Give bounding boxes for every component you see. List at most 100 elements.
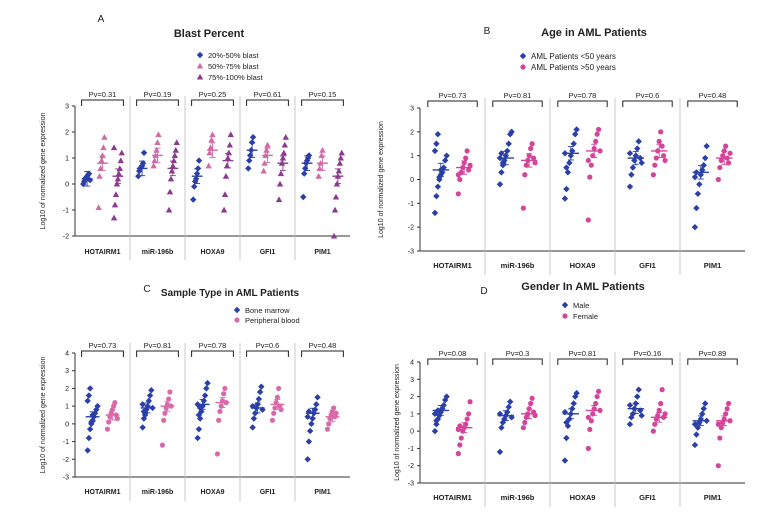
data-point: [585, 217, 591, 223]
data-point: [263, 147, 270, 153]
data-point: [569, 147, 576, 155]
data-point: [443, 393, 450, 400]
data-point: [246, 157, 253, 164]
data-point: [220, 206, 228, 213]
legend-entry: 20%-50% blast: [208, 51, 259, 60]
y-tick-label: -2: [63, 457, 69, 464]
pvalue-label: Pv=0.78: [199, 341, 227, 350]
y-tick-label: -3: [408, 481, 414, 488]
data-point: [104, 426, 111, 432]
category-label: HOXA9: [570, 493, 596, 502]
category-label: PIM1: [314, 489, 330, 496]
data-point: [691, 421, 699, 428]
legend-entry: AML Patients >50 years: [531, 63, 616, 72]
data-point: [700, 405, 707, 412]
data-point: [699, 410, 706, 418]
data-point: [628, 171, 635, 178]
panel-letter: C: [143, 284, 150, 295]
data-point: [304, 456, 311, 463]
legend-entry: AML Patients <50 years: [531, 52, 616, 61]
data-point: [585, 157, 591, 164]
panel-letter: D: [480, 286, 487, 297]
data-point: [691, 223, 699, 231]
data-point: [221, 191, 229, 197]
data-point: [114, 415, 120, 422]
category-label: HOTAIRM1: [433, 261, 472, 270]
data-point: [563, 185, 570, 193]
data-point: [214, 451, 221, 457]
y-tick-label: -3: [408, 249, 414, 256]
data-point: [195, 411, 203, 419]
data-point: [638, 412, 645, 419]
data-point: [110, 214, 118, 221]
data-point: [457, 442, 463, 448]
data-point: [652, 421, 658, 427]
data-point: [195, 157, 203, 164]
category-label: HOTAIRM1: [433, 493, 472, 502]
data-point: [154, 139, 161, 145]
data-point: [139, 401, 146, 408]
data-point: [190, 196, 197, 203]
data-point: [626, 150, 634, 157]
data-point: [563, 419, 570, 426]
data-point: [529, 395, 535, 401]
data-point: [433, 421, 440, 428]
data-point: [629, 164, 637, 171]
data-point: [216, 417, 222, 423]
category-label: HOXA9: [200, 249, 224, 256]
data-point: [725, 400, 732, 407]
data-point: [112, 400, 118, 406]
pvalue-bracket: [427, 358, 478, 365]
data-point: [564, 169, 572, 176]
data-point: [658, 400, 664, 407]
data-point: [95, 204, 102, 210]
y-tick-label: 0: [410, 429, 414, 436]
data-point: [662, 157, 668, 164]
data-point: [694, 190, 702, 197]
data-point: [98, 157, 105, 164]
y-tick-label: 2: [410, 394, 414, 401]
data-point: [498, 424, 505, 431]
data-point: [634, 393, 641, 400]
data-point: [308, 420, 315, 428]
data-point: [725, 160, 732, 166]
y-tick-label: 1: [65, 404, 69, 411]
data-point: [326, 421, 332, 427]
data-point: [200, 397, 208, 405]
data-point: [717, 164, 723, 171]
data-point: [693, 431, 700, 438]
y-tick-label: 3: [65, 104, 69, 111]
data-point: [84, 397, 91, 405]
category-label: PIM1: [314, 249, 330, 256]
pvalue-label: Pv=0.19: [144, 90, 172, 99]
chart-title: Age in AML Patients: [541, 27, 647, 39]
data-point: [155, 131, 162, 138]
chart-title: Blast Percent: [174, 28, 245, 40]
data-point: [457, 176, 463, 183]
data-point: [313, 401, 320, 408]
data-point: [194, 434, 201, 442]
y-tick-label: 1: [410, 153, 414, 160]
data-point: [274, 394, 280, 400]
pvalue-bracket: [136, 99, 179, 106]
pvalue-bracket: [427, 100, 478, 107]
data-point: [587, 426, 593, 433]
y-tick-label: -1: [408, 446, 414, 453]
data-point: [161, 417, 167, 423]
data-point: [522, 172, 528, 178]
data-point: [588, 162, 594, 168]
data-point: [523, 162, 529, 168]
y-tick-label: 1: [65, 156, 69, 163]
pvalue-bracket: [687, 100, 738, 107]
data-point: [723, 411, 729, 417]
y-axis-label: Log10 of normalized gene expression: [378, 121, 385, 238]
data-point: [194, 165, 202, 172]
data-point: [338, 149, 345, 156]
data-point: [225, 149, 233, 156]
data-point: [520, 205, 526, 211]
data-point: [626, 402, 634, 409]
y-tick-label: -2: [408, 225, 414, 232]
data-point: [209, 131, 216, 138]
data-point: [140, 149, 148, 156]
data-point: [465, 167, 472, 173]
